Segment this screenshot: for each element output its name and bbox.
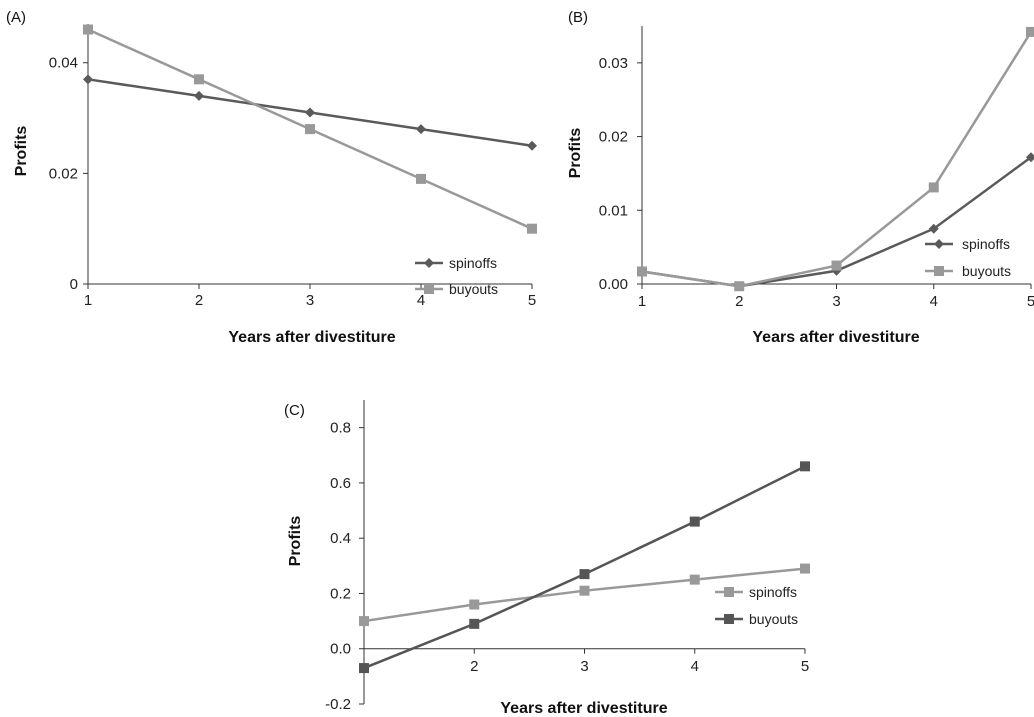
x-tick-label: 1: [84, 292, 92, 309]
data-point-buyouts: [194, 74, 204, 85]
data-point-spinoffs: [579, 585, 590, 596]
data-point-spinoffs: [83, 74, 93, 85]
data-point-buyouts: [527, 223, 537, 234]
y-tick-label: 0.2: [330, 585, 351, 602]
data-point-spinoffs: [305, 107, 315, 118]
x-tick-label: 5: [528, 292, 536, 309]
y-tick-label: 0.4: [330, 530, 351, 547]
legend-marker: [424, 284, 434, 294]
panel-label: (B): [568, 9, 588, 26]
data-point-buyouts: [416, 173, 426, 184]
data-point-spinoffs: [689, 574, 700, 585]
y-tick-label: 0.03: [599, 55, 628, 72]
legend-marker: [724, 614, 734, 624]
x-tick-label: 4: [930, 293, 938, 310]
data-point-buyouts: [831, 260, 842, 271]
legend-label: spinoffs: [962, 236, 1010, 252]
legend-label: buyouts: [749, 611, 798, 627]
legend-label: buyouts: [449, 281, 498, 297]
data-point-spinoffs: [416, 124, 426, 135]
data-point-spinoffs: [800, 563, 810, 574]
data-point-buyouts: [689, 516, 700, 527]
x-tick-label: 5: [1027, 293, 1034, 310]
y-tick-label: 0.8: [330, 420, 351, 437]
data-point-buyouts: [637, 266, 647, 277]
data-point-spinoffs: [1026, 152, 1034, 163]
x-tick-label: 2: [735, 293, 743, 310]
panel-label: (C): [284, 402, 305, 419]
data-point-buyouts: [800, 461, 810, 472]
y-axis-label: Profits: [287, 516, 304, 567]
y-tick-label: 0.6: [330, 475, 351, 492]
x-tick-label: 1: [638, 293, 646, 310]
x-tick-label: 4: [417, 292, 425, 309]
y-tick-label: 0.0: [330, 641, 351, 658]
data-point-buyouts: [579, 569, 590, 580]
legend-label: spinoffs: [749, 584, 797, 600]
data-point-spinoffs: [928, 223, 939, 234]
chart-panel-b: (B) 0.00 0.01 0.02 0.03 1 2 3 4 5 Years after dive…: [567, 9, 1034, 346]
data-point-spinoffs: [359, 616, 369, 627]
x-axis-label: Years after divestiture: [752, 329, 919, 346]
y-tick-label: 0: [70, 276, 78, 293]
data-point-buyouts: [1026, 26, 1034, 37]
y-tick-label: 0.02: [49, 165, 78, 182]
x-tick-label: 2: [195, 292, 203, 309]
legend-marker: [934, 239, 944, 249]
x-axis-label: Years after divestiture: [500, 700, 667, 717]
y-tick-label: 0.00: [599, 276, 628, 293]
data-point-spinoffs: [527, 140, 537, 151]
data-point-buyouts: [928, 182, 939, 193]
series-line-buyouts: [363, 465, 806, 670]
y-tick-label: -0.2: [325, 696, 351, 713]
x-tick-label: 3: [580, 658, 588, 675]
y-axis-label: Profits: [13, 126, 30, 177]
data-point-buyouts: [83, 24, 93, 35]
legend-marker: [724, 587, 734, 597]
data-point-spinoffs: [194, 90, 204, 101]
data-point-buyouts: [469, 618, 480, 629]
legend-marker: [934, 266, 944, 276]
x-tick-label: 3: [832, 293, 840, 310]
y-tick-label: 0.02: [599, 129, 628, 146]
legend-marker: [424, 258, 434, 268]
data-point-buyouts: [359, 663, 369, 674]
data-point-buyouts: [305, 124, 315, 135]
panel-label: (A): [6, 9, 26, 26]
x-tick-label: 4: [691, 658, 699, 675]
chart-panel-c: (C) -0.2 0.0 0.2 0.4 0.6 0.8 2 3 4 5 Years after di…: [284, 400, 810, 717]
x-axis-label: Years after divestiture: [228, 329, 395, 346]
legend-label: spinoffs: [449, 255, 497, 271]
chart-panel-a: (A) 0 0.02 0.04 1 2 3 4 5 Years after divestiture…: [6, 9, 537, 346]
x-tick-label: 5: [801, 658, 809, 675]
x-tick-label: 3: [306, 292, 314, 309]
x-tick-label: 2: [470, 658, 478, 675]
data-point-spinoffs: [469, 599, 480, 610]
data-point-buyouts: [734, 281, 745, 292]
legend-label: buyouts: [962, 263, 1011, 279]
y-tick-label: 0.01: [599, 202, 628, 219]
y-axis-label: Profits: [567, 128, 584, 179]
y-tick-label: 0.04: [49, 55, 78, 72]
